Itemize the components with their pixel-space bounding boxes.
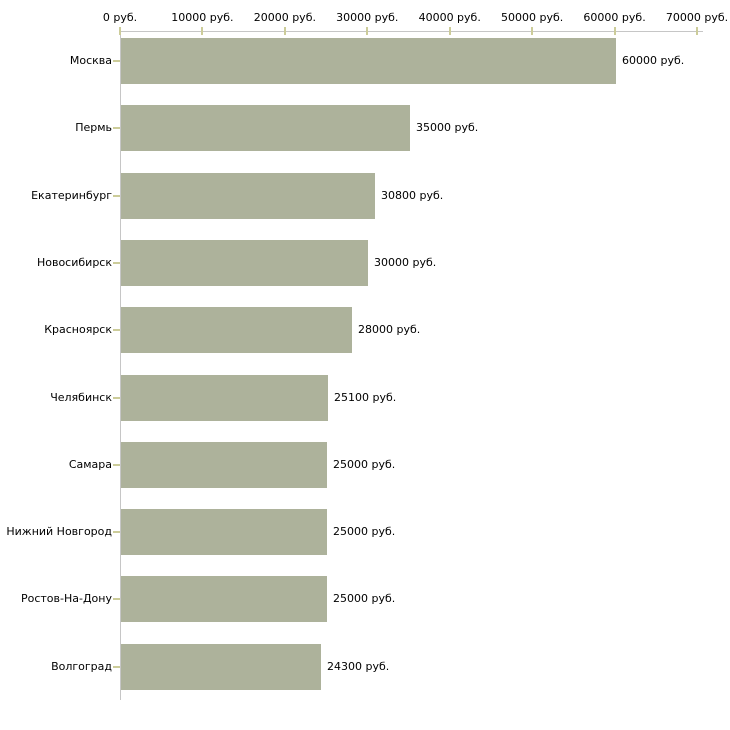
x-tick-mark [201, 27, 204, 35]
x-tick-label: 60000 руб. [583, 11, 646, 24]
x-tick-label: 10000 руб. [171, 11, 234, 24]
category-label: Новосибирск [36, 256, 112, 269]
x-tick-mark [119, 27, 121, 35]
value-label: 28000 руб. [358, 323, 421, 336]
x-tick-mark [613, 27, 616, 35]
category-tick-mark [113, 598, 120, 600]
value-label: 25000 руб. [333, 458, 396, 471]
category-label: Челябинск [50, 391, 112, 404]
x-tick-mark [283, 27, 286, 35]
bar-9 [121, 576, 327, 622]
bar-2 [121, 105, 410, 151]
category-tick-mark [113, 262, 120, 264]
category-tick-mark [113, 60, 120, 62]
category-tick-mark [113, 397, 120, 399]
category-tick-mark [113, 531, 120, 533]
value-label: 30800 руб. [381, 189, 444, 202]
x-tick-mark [366, 27, 369, 35]
x-tick-mark [531, 27, 534, 35]
category-tick-mark [113, 464, 120, 466]
x-tick-label: 0 руб. [102, 11, 138, 24]
value-label: 25000 руб. [333, 592, 396, 605]
bar-1 [121, 38, 616, 84]
category-label: Ростов-На-Дону [20, 592, 112, 605]
bar-3 [121, 173, 375, 219]
y-axis-line [120, 31, 121, 700]
value-label: 25100 руб. [334, 391, 397, 404]
category-tick-mark [113, 127, 120, 129]
x-tick-mark [696, 27, 698, 35]
category-label: Самара [68, 458, 112, 471]
value-label: 60000 руб. [622, 54, 685, 67]
bar-5 [121, 307, 352, 353]
bar-7 [121, 442, 327, 488]
bar-8 [121, 509, 327, 555]
x-tick-label: 50000 руб. [501, 11, 564, 24]
bar-10 [121, 644, 321, 690]
bar-6 [121, 375, 328, 421]
x-tick-label: 30000 руб. [336, 11, 399, 24]
category-label: Москва [69, 54, 112, 67]
value-label: 30000 руб. [374, 256, 437, 269]
value-label: 25000 руб. [333, 525, 396, 538]
category-label: Пермь [75, 121, 112, 134]
category-label: Волгоград [51, 660, 112, 673]
value-label: 24300 руб. [327, 660, 390, 673]
category-tick-mark [113, 195, 120, 197]
bar-4 [121, 240, 368, 286]
category-label: Нижний Новгород [6, 525, 112, 538]
x-tick-label: 70000 руб. [665, 11, 729, 24]
category-tick-mark [113, 666, 120, 668]
category-tick-mark [113, 329, 120, 331]
category-label: Красноярск [44, 323, 112, 336]
x-tick-label: 40000 руб. [418, 11, 481, 24]
x-tick-mark [448, 27, 451, 35]
category-label: Екатеринбург [31, 189, 112, 202]
x-tick-label: 20000 руб. [253, 11, 316, 24]
x-axis-line [120, 31, 703, 32]
value-label: 35000 руб. [416, 121, 479, 134]
